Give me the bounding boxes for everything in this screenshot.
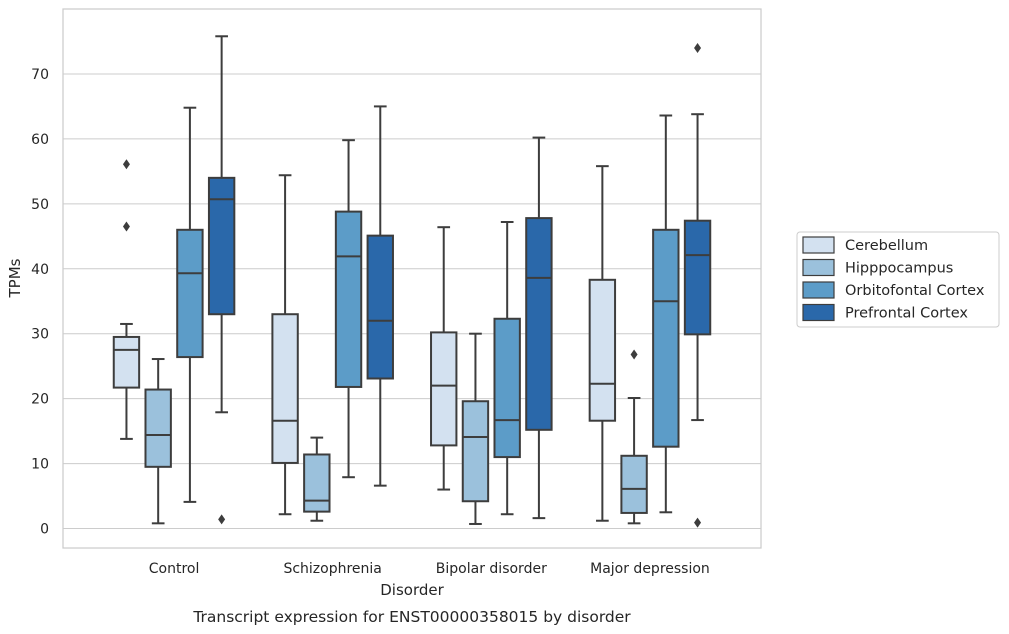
box-body [176,228,204,359]
box-body [588,278,617,422]
box-body [303,453,331,513]
box-3-3 [683,42,712,528]
box-3-1 [366,105,394,487]
box-body [334,210,363,388]
box-body [271,313,299,464]
outlier-point [122,159,130,170]
box-body [430,331,458,447]
y-tick-label: 70 [31,67,49,83]
box-0-2 [430,226,458,491]
legend-label: Hipppocampus [845,261,953,277]
legend-label: Cerebellum [845,238,928,254]
y-tick-label: 20 [31,392,49,408]
box-body [207,176,236,316]
box-body [525,217,553,431]
box-2-3 [652,114,680,514]
box-0-1 [271,174,299,516]
box-body [620,454,648,514]
box-body [366,234,394,380]
x-tick-label: Control [149,561,200,577]
y-tick-label: 10 [31,457,49,473]
x-axis-title: Disorder [380,581,444,599]
x-tick-labels: Control Schizophrenia Bipolar disorder Majo… [149,561,710,577]
box-0-3 [588,165,617,522]
y-tick-label: 0 [40,522,49,538]
legend-swatch [802,258,835,277]
box-body [144,388,172,468]
box-1-0 [144,358,172,525]
y-tick-label: 40 [31,262,49,278]
legend-swatch [802,281,835,299]
x-tick-label: Bipolar disorder [436,561,547,577]
chart-caption: Transcript expression for ENST0000035801… [192,608,631,626]
legend-swatch [802,303,835,322]
box-body [493,317,521,459]
box-2-2 [493,221,521,516]
box-2-0 [176,106,204,503]
x-tick-label: Schizophrenia [283,561,381,577]
box-body [112,335,141,389]
box-3-2 [525,136,553,520]
box-body [683,219,712,336]
y-tick-label: 30 [31,327,49,343]
box-1-1 [303,436,331,522]
legend-label: Prefrontal Cortex [845,306,968,322]
y-tick-labels: 0 10 20 30 40 50 60 70 [31,67,49,538]
legend-swatch [802,236,835,254]
boxes [112,35,712,528]
outlier-point [694,42,702,53]
box-2-1 [334,139,363,479]
outlier-point [122,221,130,232]
box-3-0 [207,35,236,525]
outlier-point [630,349,638,360]
x-tick-label: Major depression [590,561,710,577]
legend-frame [796,231,1000,328]
outlier-point [694,517,702,528]
box-0-0 [112,159,141,440]
y-tick-label: 60 [31,132,49,148]
y-tick-label: 50 [31,197,49,213]
box-body [461,400,490,503]
box-1-2 [461,332,490,525]
legend: Cerebellum Hipppocampus Orbitofontal Corte… [796,231,1000,328]
legend-label: Orbitofontal Cortex [845,283,985,299]
box-1-3 [620,349,648,525]
box-body [652,228,680,448]
y-axis-title: TPMs [6,258,24,298]
outlier-point [218,514,226,525]
